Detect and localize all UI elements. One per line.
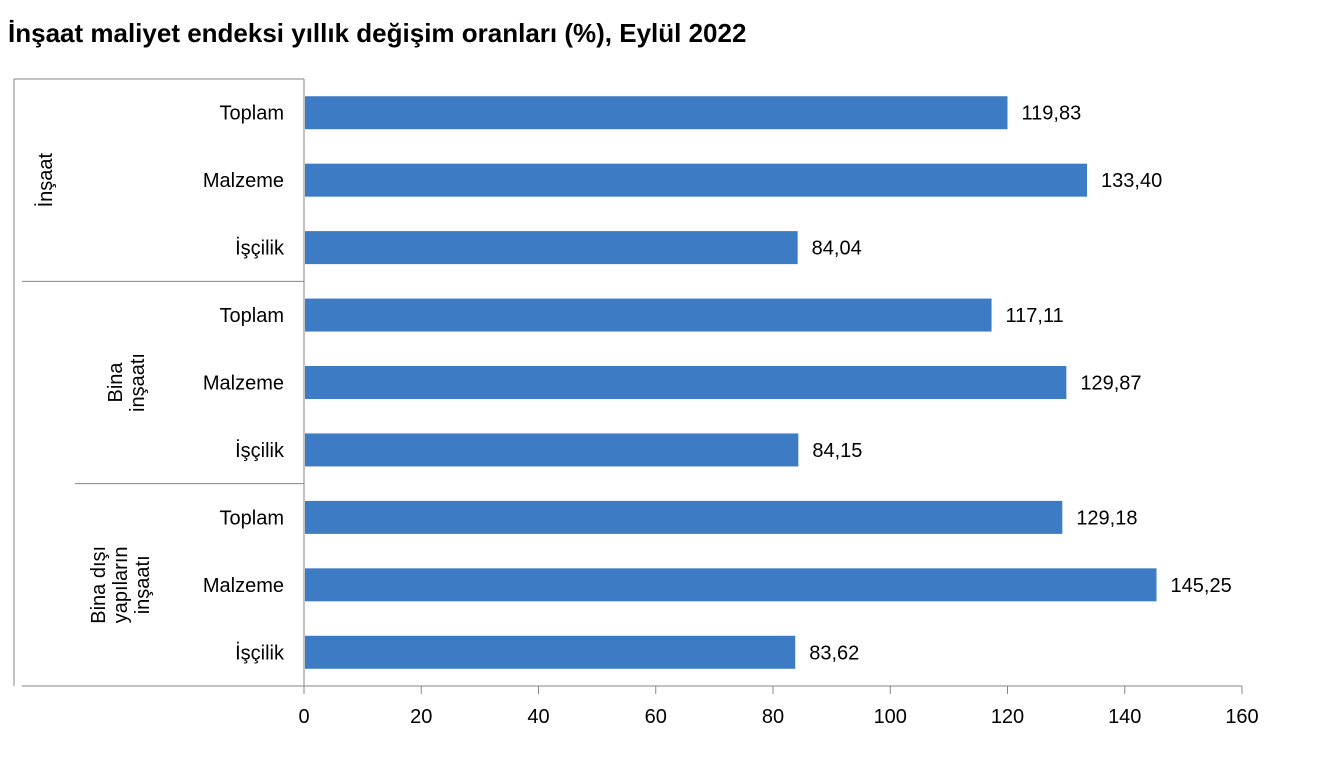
data-label: 133,40 (1101, 170, 1162, 192)
bar (305, 298, 992, 332)
labels: 0 20 40 60 80 100 120 140 160 Toplam 119,83 Malzeme… (34, 103, 1259, 728)
bars (305, 96, 1157, 669)
group-label-line: inşaatı (127, 353, 149, 412)
group-label-line: İnşaat (34, 152, 57, 207)
data-label: 117,11 (1006, 305, 1064, 327)
axes (13, 78, 1243, 694)
data-label: 145,25 (1171, 575, 1232, 597)
category-label: İşçilik (235, 641, 285, 664)
bar (305, 635, 796, 669)
group-label: Bina dışıyapılarıninşaatı (88, 546, 154, 624)
bar (305, 366, 1067, 399)
x-tick-label: 60 (645, 706, 667, 728)
x-tick-label: 100 (874, 706, 907, 728)
x-tick-label: 20 (410, 706, 432, 728)
bar (305, 500, 1063, 534)
category-label: İşçilik (235, 237, 285, 260)
group-label-line: Bina dışı (88, 546, 110, 624)
data-label: 84,04 (812, 238, 862, 260)
group-label-line: inşaatı (132, 555, 154, 614)
x-tick-label: 40 (527, 706, 549, 728)
category-label: Malzeme (203, 373, 284, 395)
category-label: İşçilik (235, 439, 285, 462)
category-label: Toplam (220, 103, 284, 125)
group-label-line: Bina (105, 362, 127, 403)
bar (305, 231, 798, 265)
group-label: Binainşaatı (105, 353, 149, 412)
bar (305, 568, 1157, 602)
category-label: Malzeme (203, 170, 284, 192)
x-tick-label: 80 (762, 706, 784, 728)
bar (305, 96, 1008, 130)
chart-title: İnşaat maliyet endeksi yıllık değişim or… (8, 18, 747, 48)
data-label: 119,83 (1022, 103, 1082, 125)
category-label: Toplam (220, 305, 284, 327)
bar (305, 163, 1088, 197)
data-label: 83,62 (809, 642, 859, 664)
data-label: 84,15 (812, 440, 862, 462)
category-label: Malzeme (203, 575, 284, 597)
x-tick-label: 160 (1225, 706, 1258, 728)
category-label: Toplam (220, 507, 284, 529)
data-label: 129,18 (1076, 507, 1137, 529)
group-label-line: yapıların (110, 546, 132, 623)
x-tick-label: 140 (1108, 706, 1141, 728)
data-label: 129,87 (1080, 373, 1141, 395)
bar (305, 433, 799, 467)
group-label: İnşaat (34, 152, 57, 207)
x-tick-label: 120 (991, 706, 1024, 728)
x-tick-label: 0 (298, 706, 309, 728)
